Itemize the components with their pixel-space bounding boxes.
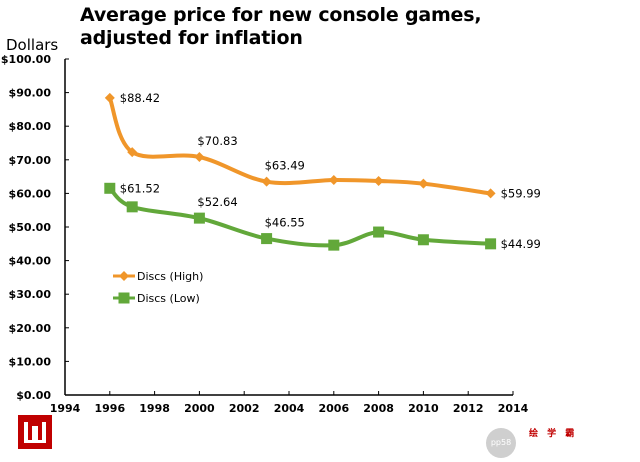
x-tick-label: 2002	[229, 402, 260, 415]
data-label: $61.52	[120, 181, 160, 195]
x-tick-label: 2010	[408, 402, 439, 415]
data-point-marker	[261, 176, 272, 187]
x-tick-label: 2000	[184, 402, 215, 415]
data-point-marker	[417, 234, 429, 246]
data-point-marker	[127, 147, 138, 158]
data-point-marker	[373, 226, 385, 238]
x-tick-label: 2008	[363, 402, 394, 415]
data-point-marker	[418, 178, 429, 189]
x-tick-label: 1996	[94, 402, 125, 415]
data-point-marker	[193, 212, 205, 224]
data-label: $88.42	[120, 91, 160, 105]
data-point-marker	[194, 152, 205, 163]
legend: Discs (High) Discs (Low)	[113, 270, 203, 305]
y-tick-label: $60.00	[9, 187, 52, 200]
legend-label: Discs (High)	[137, 270, 203, 283]
data-point-marker	[104, 92, 115, 103]
data-point-marker	[261, 233, 273, 245]
y-tick-label: $40.00	[9, 255, 52, 268]
legend-label: Discs (Low)	[137, 292, 200, 305]
data-point-marker	[328, 174, 339, 185]
x-tick-label: 2006	[318, 402, 349, 415]
data-label: $52.64	[197, 195, 237, 209]
y-tick-label: $80.00	[9, 120, 52, 133]
data-point-marker	[126, 201, 138, 213]
series-discs-high: $88.42 $70.83 $63.49 $59.99	[104, 91, 541, 200]
y-tick-label: $30.00	[9, 288, 52, 301]
y-axis-label: Dollars	[6, 36, 59, 54]
y-tick-label: $50.00	[9, 221, 52, 234]
legend-swatch-marker	[118, 292, 130, 304]
series-group: $88.42 $70.83 $63.49 $59.99 $61.52 $52.64 $46.…	[104, 91, 541, 251]
chart-title-line-1: Average price for new console games,	[80, 4, 482, 26]
y-tick-label: $0.00	[16, 389, 51, 402]
legend-item: Discs (Low)	[113, 292, 200, 305]
data-point-marker	[373, 175, 384, 186]
watermark-text: 绘 学 霸	[529, 429, 578, 439]
axes: $0.00 $10.00 $20.00 $30.00 $40.00 $50.00 $60.0…	[1, 53, 529, 415]
data-label: $44.99	[501, 237, 541, 251]
x-tick-label: 1994	[50, 402, 81, 415]
data-point-marker	[485, 188, 496, 199]
logo-icon	[18, 415, 52, 449]
chart-title-line-2: adjusted for inflation	[80, 27, 303, 49]
legend-swatch-marker	[119, 271, 129, 281]
data-label: $70.83	[197, 134, 237, 148]
series-discs-low: $61.52 $52.64 $46.55 $44.99	[104, 181, 541, 251]
data-point-marker	[485, 238, 497, 250]
watermark-badge: pp58	[486, 428, 516, 458]
legend-item: Discs (High)	[113, 270, 203, 283]
data-point-marker	[328, 239, 340, 251]
y-tick-label: $90.00	[9, 87, 52, 100]
x-tick-label: 2004	[274, 402, 305, 415]
series-line	[107, 95, 493, 196]
x-tick-label: 2014	[498, 402, 529, 415]
y-tick-label: $20.00	[9, 322, 52, 335]
y-tick-label: $70.00	[9, 154, 52, 167]
data-label: $46.55	[265, 216, 305, 230]
data-point-marker	[104, 182, 116, 194]
chart-title: Average price for new console games, adj…	[80, 4, 482, 50]
x-tick-label: 1998	[139, 402, 170, 415]
data-label: $63.49	[265, 159, 305, 173]
y-tick-label: $100.00	[1, 53, 51, 66]
x-tick-label: 2012	[453, 402, 484, 415]
data-label: $59.99	[501, 186, 541, 200]
y-tick-label: $10.00	[9, 355, 52, 368]
